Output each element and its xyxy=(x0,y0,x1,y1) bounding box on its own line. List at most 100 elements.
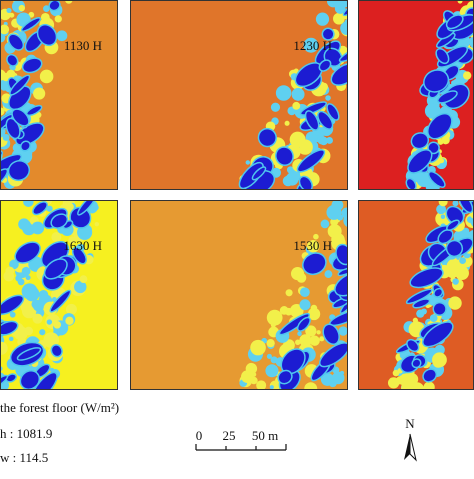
map-panels xyxy=(0,0,474,404)
speckle xyxy=(271,103,280,112)
speckle xyxy=(24,327,33,336)
speckle xyxy=(24,286,36,298)
speckle xyxy=(292,88,305,101)
map-panel xyxy=(0,0,118,197)
speckle xyxy=(416,310,424,318)
speckle xyxy=(299,299,310,310)
speckle xyxy=(448,296,461,309)
speckle xyxy=(5,267,14,276)
speckle xyxy=(297,331,302,336)
speckle xyxy=(7,70,16,79)
speckle xyxy=(271,356,278,363)
legend-low: w : 114.5 xyxy=(0,450,48,465)
speckle xyxy=(271,323,276,328)
speckle xyxy=(15,275,22,282)
map-panel xyxy=(358,192,474,397)
speckle xyxy=(432,352,447,367)
speckle xyxy=(39,329,45,335)
speckle xyxy=(424,382,435,393)
speckle xyxy=(41,13,50,22)
scale-line xyxy=(196,444,286,450)
north-arrow-right xyxy=(410,434,416,460)
speckle xyxy=(66,304,77,315)
speckle xyxy=(321,220,330,229)
speckle xyxy=(325,131,330,136)
speckle xyxy=(270,385,274,389)
speckle xyxy=(9,13,14,18)
speckle xyxy=(250,340,266,356)
speckle xyxy=(285,308,293,316)
speckle xyxy=(319,137,327,145)
speckle xyxy=(316,13,329,26)
scale-label: 50 m xyxy=(252,428,278,443)
speckle xyxy=(325,95,331,101)
north-arrow: N xyxy=(404,416,416,460)
speckle xyxy=(446,266,459,279)
speckle xyxy=(439,197,448,206)
panel-background xyxy=(130,200,348,390)
speckle xyxy=(442,136,450,144)
speckle xyxy=(256,380,266,390)
speckle xyxy=(93,205,99,211)
north-label: N xyxy=(405,416,415,431)
speckle xyxy=(32,314,42,324)
speckle xyxy=(452,200,458,206)
speckle xyxy=(319,336,324,341)
speckle xyxy=(22,267,31,276)
speckle xyxy=(23,196,33,206)
speckle xyxy=(350,26,356,32)
panel-label: 1530 H xyxy=(293,238,332,253)
speckle xyxy=(297,273,307,283)
speckle xyxy=(341,208,352,219)
panel-label: 1130 H xyxy=(64,38,102,53)
speckle xyxy=(250,377,258,385)
speckle xyxy=(31,222,44,235)
speckle xyxy=(316,330,320,334)
speckle xyxy=(19,5,25,11)
speckle xyxy=(265,364,278,377)
speckle xyxy=(18,218,30,230)
speckle xyxy=(286,289,293,296)
speckle xyxy=(3,134,10,141)
panel-label: 1230 H xyxy=(293,38,332,53)
speckle xyxy=(286,173,299,186)
speckle xyxy=(347,249,357,259)
scale-label: 0 xyxy=(196,428,203,443)
speckle xyxy=(344,19,354,29)
speckle xyxy=(95,222,99,226)
speckle xyxy=(50,368,54,372)
speckle xyxy=(430,314,438,322)
speckle xyxy=(282,91,289,98)
speckle xyxy=(53,321,61,329)
speckle xyxy=(266,339,274,347)
speckle xyxy=(304,382,317,395)
speckle xyxy=(332,372,345,385)
speckle xyxy=(38,228,43,233)
speckle xyxy=(338,326,347,335)
speckle xyxy=(292,102,300,110)
legend-high: h : 1081.9 xyxy=(0,426,52,441)
speckle xyxy=(26,275,31,280)
speckle xyxy=(459,257,466,264)
speckle xyxy=(353,76,357,80)
legend-title: the forest floor (W/m²) xyxy=(0,400,119,415)
speckle xyxy=(324,270,332,278)
speckle xyxy=(55,15,62,22)
panel-label: 1630 H xyxy=(63,238,102,253)
speckle xyxy=(348,67,359,78)
map-panel xyxy=(358,0,474,193)
speckle xyxy=(407,374,415,382)
speckle xyxy=(47,319,52,324)
speckle xyxy=(51,232,61,242)
scale-bar: 0 25 50 m xyxy=(196,428,286,450)
speckle xyxy=(6,8,11,13)
speckle xyxy=(33,87,45,99)
scale-label: 25 xyxy=(223,428,236,443)
speckle xyxy=(451,81,455,85)
speckle xyxy=(310,336,320,346)
speckle xyxy=(40,70,54,84)
speckle xyxy=(65,317,73,325)
speckle xyxy=(463,71,471,79)
speckle xyxy=(246,160,250,164)
